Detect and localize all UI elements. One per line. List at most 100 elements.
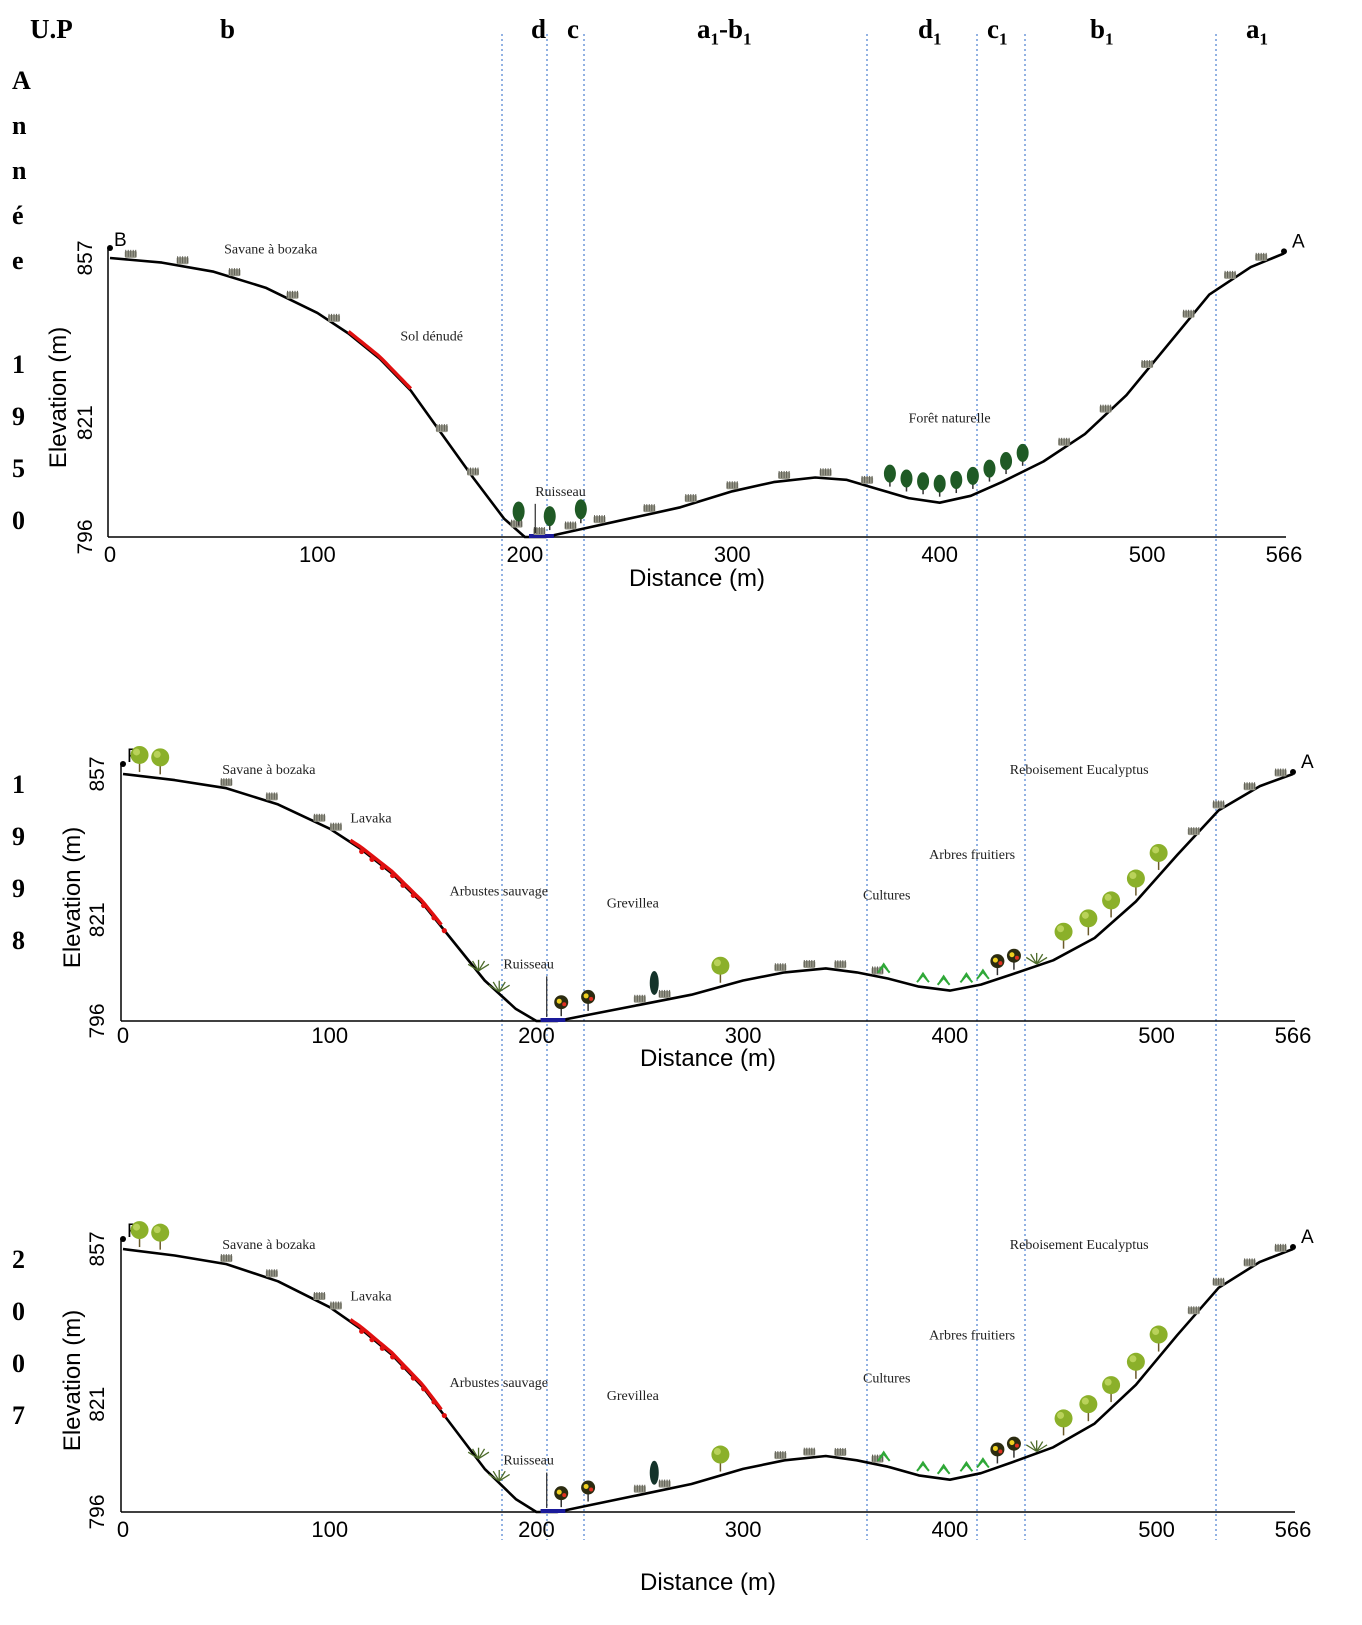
y-tick-label: 857: [86, 756, 109, 791]
fruit-tree-icon: [1007, 1437, 1021, 1458]
crop-icon: [960, 1462, 972, 1471]
eucalyptus-icon: [711, 957, 729, 983]
grass-tuft-icon: [328, 314, 340, 322]
x-tick-label: 200: [518, 1023, 555, 1048]
grass-tuft-icon: [1058, 438, 1070, 446]
lavaka-gully-mark: [421, 903, 426, 908]
endpoint-marker: [120, 761, 126, 767]
fruit-tree-icon: [990, 954, 1004, 975]
x-tick-label: 566: [1275, 1517, 1312, 1542]
x-tick-label: 0: [104, 542, 116, 567]
lavaka-gully-mark: [400, 883, 405, 888]
eucalyptus-icon: [711, 1446, 729, 1472]
lavaka-gully-mark: [369, 857, 374, 862]
x-tick-label: 0: [117, 1023, 129, 1048]
x-tick-label: 100: [299, 542, 336, 567]
eucalyptus-icon: [1055, 923, 1073, 949]
year-digit: 7: [12, 1401, 25, 1431]
x-tick-label: 400: [931, 1023, 968, 1048]
grass-tuft-icon: [564, 522, 576, 530]
crop-icon: [938, 1465, 950, 1474]
y-axis-label: Elevation (m): [59, 827, 86, 968]
grass-tuft-icon: [228, 268, 240, 276]
annee-letter: A: [12, 66, 31, 96]
crop-icon: [977, 1458, 989, 1467]
grass-tuft-icon: [1188, 827, 1200, 835]
endpoint-label-right: A: [1301, 752, 1314, 773]
grass-tuft-icon: [774, 963, 786, 971]
x-tick-label: 500: [1138, 1517, 1175, 1542]
profile-panel-1: 0 100 200 300 400 500 566 796 821 857 Distance (m)…: [45, 230, 1305, 592]
lavaka-gully-mark: [380, 1346, 385, 1351]
grevillea-icon: [650, 1461, 659, 1485]
crop-icon: [960, 973, 972, 982]
fruit-tree-icon: [1007, 949, 1021, 970]
y-tick-label: 857: [74, 240, 97, 275]
eucalyptus-icon: [1102, 1376, 1120, 1402]
lavaka-gully-mark: [390, 1354, 395, 1359]
zone-header-6: c1: [987, 14, 1007, 49]
grass-tuft-icon: [594, 515, 606, 523]
elevation-profile-line: [110, 253, 1284, 537]
year-digit: 9: [12, 874, 25, 904]
eucalyptus-icon: [131, 1221, 149, 1247]
x-tick-label: 200: [506, 542, 543, 567]
y-tick-label: 821: [86, 902, 109, 937]
vegetation-annotation: Cultures: [863, 889, 910, 904]
y-tick-label: 821: [74, 405, 97, 440]
grass-tuft-icon: [330, 823, 342, 831]
eucalyptus-icon: [1150, 1326, 1168, 1352]
vegetation-annotation: Arbustes sauvage: [450, 1376, 548, 1391]
eucalyptus-icon: [1102, 891, 1120, 917]
grass-tuft-icon: [177, 256, 189, 264]
x-axis-label: Distance (m): [640, 1045, 776, 1072]
forest-tree-icon: [900, 470, 912, 492]
zone-header-2: d: [531, 14, 546, 45]
forest-tree-icon: [917, 472, 929, 494]
annee-letter: n: [12, 111, 26, 141]
fruit-tree-icon: [554, 995, 568, 1016]
x-tick-label: 500: [1138, 1023, 1175, 1048]
up-label: U.P: [30, 14, 73, 45]
vegetation-annotation: Reboisement Eucalyptus: [1010, 1238, 1149, 1253]
vegetation-annotation: Arbustes sauvage: [450, 884, 548, 899]
eucalyptus-icon: [1079, 1395, 1097, 1421]
lavaka-gully-mark: [431, 1399, 436, 1404]
grevillea-icon: [650, 971, 659, 995]
eucalyptus-icon: [1150, 844, 1168, 870]
grass-tuft-icon: [220, 1254, 232, 1262]
year-digit: 1: [12, 770, 25, 800]
grass-tuft-icon: [125, 250, 137, 258]
lavaka-gully-mark: [380, 865, 385, 870]
grass-tuft-icon: [313, 1292, 325, 1300]
grass-tuft-icon: [1224, 271, 1236, 279]
year-digit: 0: [12, 1349, 25, 1379]
vegetation-annotation: Reboisement Eucalyptus: [1010, 763, 1149, 778]
forest-tree-icon: [934, 475, 946, 497]
x-tick-label: 300: [714, 542, 751, 567]
grass-tuft-icon: [330, 1302, 342, 1310]
grass-tuft-icon: [778, 471, 790, 479]
eucalyptus-icon: [1127, 1353, 1145, 1379]
grass-tuft-icon: [834, 960, 846, 968]
crop-icon: [977, 970, 989, 979]
zone-header-3: c: [567, 14, 579, 45]
grass-tuft-icon: [685, 494, 697, 502]
endpoint-label-left: B: [114, 230, 127, 251]
vegetation-annotation: Savane à bozaka: [222, 763, 316, 778]
lavaka-gully-mark: [421, 1386, 426, 1391]
vegetation-annotation: Cultures: [863, 1372, 910, 1387]
vegetation-annotation: Arbres fruitiers: [929, 848, 1015, 863]
grass-tuft-icon: [659, 990, 671, 998]
fruit-tree-icon: [990, 1442, 1004, 1463]
lavaka-gully-mark: [359, 849, 364, 854]
eucalyptus-icon: [1127, 870, 1145, 896]
x-tick-label: 0: [117, 1517, 129, 1542]
year-digit: 5: [12, 454, 25, 484]
grass-tuft-icon: [436, 424, 448, 432]
grass-tuft-icon: [1255, 253, 1267, 261]
lavaka-gully-mark: [442, 1413, 447, 1418]
grass-tuft-icon: [1141, 360, 1153, 368]
grass-tuft-icon: [220, 778, 232, 786]
